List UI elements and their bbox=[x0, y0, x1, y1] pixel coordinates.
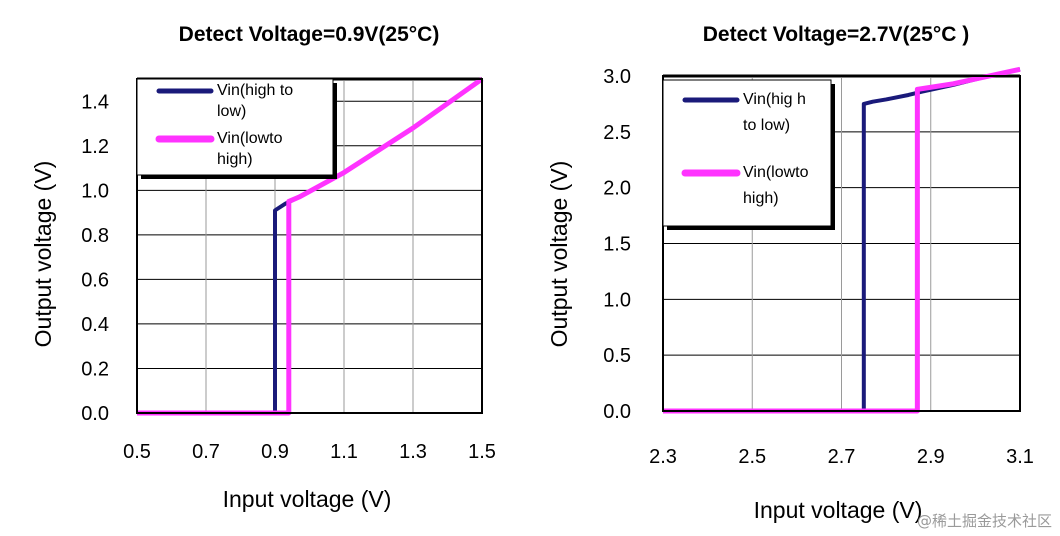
y-axis-label: Output voltage (V) bbox=[546, 161, 572, 348]
x-tick-label: 2.3 bbox=[649, 446, 677, 468]
chart-right: Detect Voltage=2.7V(25°C ) 0.0 0.5 1.0 1.5 2… bbox=[546, 23, 1034, 523]
legend-label: Vin(lowto bbox=[217, 130, 283, 147]
legend-label: Vin(hig h bbox=[743, 91, 806, 108]
watermark: @稀土掘金技术社区 bbox=[917, 512, 1052, 530]
y-tick-label: 0.2 bbox=[81, 358, 109, 380]
y-tick-label: 0.6 bbox=[81, 269, 109, 291]
y-tick-label: 1.2 bbox=[81, 136, 109, 158]
x-tick-labels: 0.5 0.7 0.9 1.1 1.3 1.5 bbox=[123, 441, 496, 463]
legend-label: to low) bbox=[743, 117, 790, 134]
x-tick-labels: 2.3 2.5 2.7 2.9 3.1 bbox=[649, 446, 1034, 468]
x-tick-label: 2.5 bbox=[738, 446, 766, 468]
x-tick-label: 2.7 bbox=[828, 446, 856, 468]
y-tick-label: 1.0 bbox=[81, 180, 109, 202]
x-tick-label: 3.1 bbox=[1006, 446, 1034, 468]
y-tick-labels: 0.0 0.2 0.4 0.6 0.8 1.0 1.2 1.4 bbox=[81, 91, 109, 425]
y-tick-label: 1.0 bbox=[603, 289, 631, 311]
y-axis-label: Output voltage (V) bbox=[30, 161, 56, 348]
chart-title: Detect Voltage=2.7V(25°C ) bbox=[703, 23, 970, 46]
legend-label: high) bbox=[217, 151, 253, 168]
y-tick-label: 3.0 bbox=[603, 66, 631, 88]
x-tick-label: 0.7 bbox=[192, 441, 220, 463]
y-tick-label: 0.8 bbox=[81, 225, 109, 247]
x-tick-label: 0.5 bbox=[123, 441, 151, 463]
y-tick-label: 2.5 bbox=[603, 122, 631, 144]
x-tick-label: 1.5 bbox=[468, 441, 496, 463]
x-tick-label: 1.3 bbox=[399, 441, 427, 463]
legend-label: high) bbox=[743, 190, 779, 207]
x-axis-label: Input voltage (V) bbox=[754, 497, 923, 523]
y-tick-label: 1.5 bbox=[603, 234, 631, 256]
x-tick-label: 0.9 bbox=[261, 441, 289, 463]
legend-label: Vin(high to bbox=[217, 82, 293, 99]
chart-left: Detect Voltage=0.9V(25°C) 0.00.20.40.60.… bbox=[30, 23, 496, 512]
legend-label: low) bbox=[217, 103, 246, 120]
y-tick-label: 2.0 bbox=[603, 178, 631, 200]
y-tick-label: 1.4 bbox=[81, 91, 109, 113]
y-tick-label: 0.5 bbox=[603, 345, 631, 367]
legend-label: Vin(lowto bbox=[743, 164, 809, 181]
x-axis-label: Input voltage (V) bbox=[223, 486, 392, 512]
legend-box bbox=[136, 78, 334, 176]
y-tick-label: 0.0 bbox=[603, 401, 631, 423]
y-tick-label: 0.0 bbox=[81, 403, 109, 425]
chart-title: Detect Voltage=0.9V(25°C) bbox=[179, 23, 440, 46]
legend: Vin(hig h to low) Vin(lowto high) bbox=[662, 79, 835, 230]
x-tick-label: 2.9 bbox=[917, 446, 945, 468]
y-tick-label: 0.4 bbox=[81, 314, 109, 336]
y-tick-labels: 0.0 0.5 1.0 1.5 2.0 2.5 3.0 bbox=[603, 66, 631, 423]
x-tick-label: 1.1 bbox=[330, 441, 358, 463]
legend-box bbox=[662, 79, 832, 227]
legend: Vin(high to low) Vin(lowto high) bbox=[136, 78, 337, 179]
plot-frame bbox=[662, 75, 1021, 412]
